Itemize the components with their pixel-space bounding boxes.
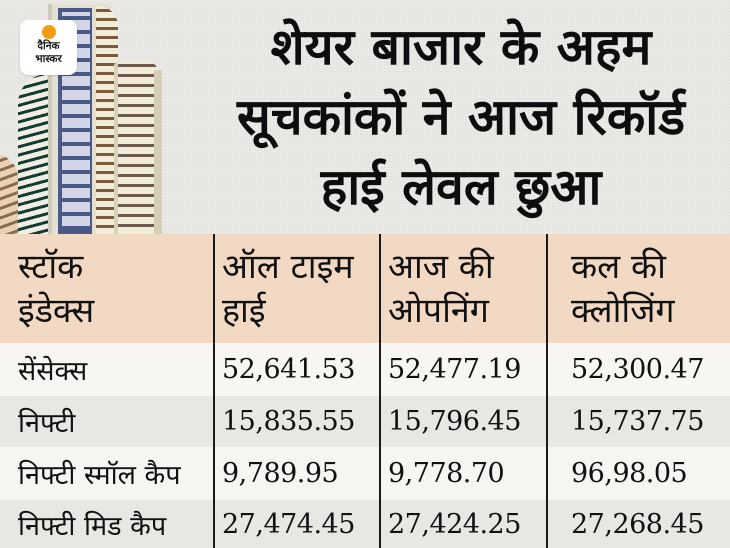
- index-name: सेंसेक्स: [18, 356, 88, 387]
- all-time-high-value: 15,835.55: [222, 406, 355, 437]
- headline-banner: दैनिक भास्कर शेयर बाजार के अहम सूचकांकों…: [0, 0, 730, 234]
- yesterday-closing-value: 52,300.47: [571, 354, 704, 385]
- all-time-high-value: 52,641.53: [222, 354, 355, 385]
- sun-icon: [41, 25, 56, 39]
- index-name-cell: निफ्टी मिड कैप: [0, 500, 214, 548]
- column-divider: [546, 234, 548, 548]
- logo-line-2: भास्कर: [35, 53, 62, 65]
- building-tan-striped: [96, 6, 118, 234]
- table-row: निफ्टी स्मॉल कैप 9,789.95 9,778.70 96,98…: [0, 447, 730, 500]
- column-header-all-time-high: ऑल टाइम हाई: [214, 234, 380, 343]
- dainik-bhaskar-logo: दैनिक भास्कर: [20, 20, 77, 75]
- today-opening-value: 9,778.70: [388, 458, 505, 489]
- table-row: निफ्टी मिड कैप 27,474.45 27,424.25 27,26…: [0, 500, 730, 548]
- yesterday-closing-cell: 27,268.45: [547, 500, 730, 548]
- column-header-label: स्टॉक इंडेक्स: [18, 246, 95, 331]
- yesterday-closing-value: 27,268.45: [571, 508, 704, 540]
- yesterday-closing-cell: 15,737.75: [547, 396, 730, 447]
- stock-index-table: स्टॉक इंडेक्स ऑल टाइम हाई आज की ओपनिंग क…: [0, 234, 730, 548]
- table-row: सेंसेक्स 52,641.53 52,477.19 52,300.47: [0, 343, 730, 396]
- today-opening-value: 15,796.45: [388, 406, 521, 437]
- table-row: निफ्टी 15,835.55 15,796.45 15,737.75: [0, 396, 730, 447]
- all-time-high-cell: 52,641.53: [214, 343, 380, 396]
- building-right-edge: [154, 70, 162, 234]
- index-name-cell: निफ्टी स्मॉल कैप: [0, 447, 214, 500]
- all-time-high-value: 27,474.45: [222, 508, 355, 540]
- building-curved-left: [0, 154, 18, 234]
- index-name-cell: सेंसेक्स: [0, 343, 214, 396]
- yesterday-closing-cell: 96,98.05: [547, 447, 730, 500]
- index-name: निफ्टी मिड कैप: [18, 510, 167, 542]
- column-header-label: कल की क्लोजिंग: [571, 246, 675, 331]
- index-name-cell: निफ्टी: [0, 396, 214, 447]
- headline-line-1: शेयर बाजार के अहम: [270, 18, 652, 76]
- all-time-high-cell: 9,789.95: [214, 447, 380, 500]
- column-header-index: स्टॉक इंडेक्स: [0, 234, 214, 343]
- today-opening-value: 27,424.25: [388, 508, 521, 540]
- page-title: शेयर बाजार के अहम सूचकांकों ने आज रिकॉर्…: [192, 4, 730, 230]
- headline-line-2: सूचकांकों ने आज रिकॉर्ड: [237, 88, 685, 146]
- all-time-high-cell: 27,474.45: [214, 500, 380, 548]
- column-header-label: आज की ओपनिंग: [388, 246, 494, 331]
- all-time-high-value: 9,789.95: [222, 458, 339, 489]
- column-divider: [379, 234, 381, 548]
- table-header-row: स्टॉक इंडेक्स ऑल टाइम हाई आज की ओपनिंग क…: [0, 234, 730, 343]
- headline-line-3: हाई लेवल छुआ: [320, 158, 602, 216]
- today-opening-cell: 27,424.25: [380, 500, 547, 548]
- index-name: निफ्टी: [18, 408, 76, 439]
- today-opening-cell: 9,778.70: [380, 447, 547, 500]
- index-name: निफ्टी स्मॉल कैप: [18, 460, 181, 491]
- column-header-label: ऑल टाइम हाई: [222, 246, 354, 331]
- yesterday-closing-cell: 52,300.47: [547, 343, 730, 396]
- today-opening-cell: 15,796.45: [380, 396, 547, 447]
- yesterday-closing-value: 96,98.05: [571, 458, 688, 489]
- today-opening-value: 52,477.19: [388, 354, 521, 385]
- logo-line-1: दैनिक: [37, 40, 60, 52]
- building-right-striped: [114, 62, 158, 234]
- all-time-high-cell: 15,835.55: [214, 396, 380, 447]
- column-header-yesterday-closing: कल की क्लोजिंग: [547, 234, 730, 343]
- column-divider: [213, 234, 215, 548]
- column-header-today-opening: आज की ओपनिंग: [380, 234, 547, 343]
- today-opening-cell: 52,477.19: [380, 343, 547, 396]
- yesterday-closing-value: 15,737.75: [571, 406, 704, 437]
